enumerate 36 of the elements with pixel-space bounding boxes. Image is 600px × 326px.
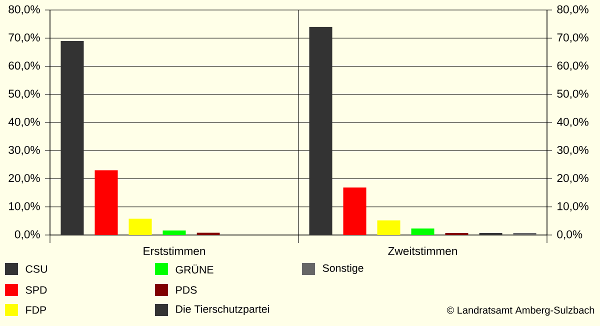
- y-tick-label: 40,0%: [8, 118, 40, 128]
- bar: [94, 170, 118, 235]
- y2-tick-label: 50,0%: [557, 90, 588, 100]
- y-tick-label: 50,0%: [8, 90, 40, 100]
- legend-label: FDP: [26, 306, 46, 314]
- x-tick-label: Zweitstimmen: [388, 246, 457, 256]
- legend-label: GRÜNE: [176, 264, 214, 274]
- legend-label: PDS: [176, 286, 197, 294]
- y2-tick-label: 60,0%: [557, 62, 588, 71]
- y-tick-label: 0,0%: [14, 230, 40, 240]
- bar: [343, 187, 366, 235]
- bar: [128, 218, 152, 235]
- x-tick-label: Erststimmen: [144, 246, 205, 256]
- y-tick-label: 60,0%: [8, 62, 40, 71]
- y-tick-label: 70,0%: [8, 33, 40, 43]
- y2-tick-label: 40,0%: [556, 118, 588, 128]
- y-tick-label: 80,0%: [8, 5, 40, 15]
- legend-label: Sonstige: [322, 264, 364, 274]
- legend-label: SPD: [26, 286, 47, 294]
- y2-tick-label: 30,0%: [557, 146, 588, 156]
- y-tick-label: 20,0%: [8, 174, 40, 184]
- y2-tick-label: 70,0%: [557, 33, 588, 43]
- legend-label: CSU: [26, 265, 47, 273]
- bar: [162, 230, 186, 235]
- bar: [377, 220, 400, 235]
- bar: [411, 228, 434, 235]
- y-tick-label: 30,0%: [8, 146, 40, 156]
- y-tick-label: 10,0%: [9, 202, 40, 212]
- y2-tick-label: 80,0%: [557, 5, 588, 15]
- y2-tick-label: 0,0%: [557, 230, 582, 240]
- legend-label: Die Tierschutzpartei: [176, 305, 269, 315]
- y2-tick-label: 10,0%: [558, 202, 588, 212]
- text: © Landratsamt Amberg-Sulzbach: [446, 306, 594, 316]
- bar: [60, 40, 84, 235]
- bar: [309, 26, 332, 235]
- y2-tick-label: 20,0%: [557, 174, 588, 184]
